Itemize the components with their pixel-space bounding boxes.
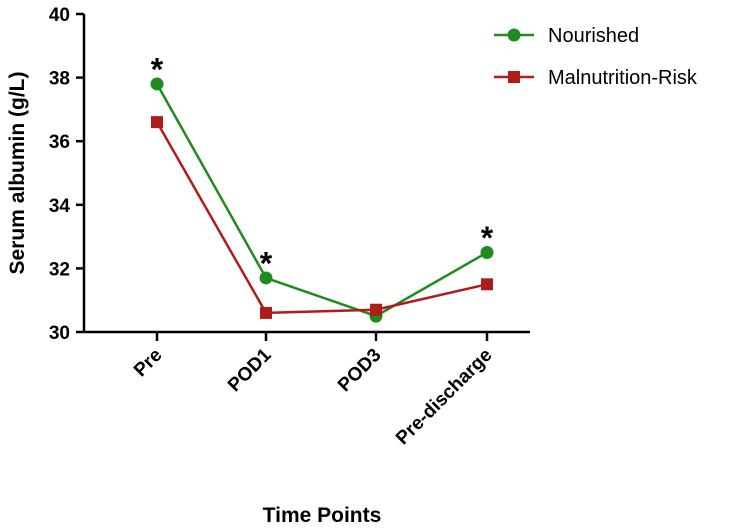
x-tick-label-pre: Pre xyxy=(130,345,167,382)
data-point-nourished-pod1 xyxy=(259,271,273,285)
y-tick-label-30: 30 xyxy=(49,323,70,344)
legend-item-nourished: Nourished xyxy=(494,25,639,47)
annotation-layer: * * * xyxy=(151,52,494,282)
series-layer xyxy=(150,77,494,323)
series-line-nourished xyxy=(155,83,488,318)
significance-marker-pre-discharge: * xyxy=(481,220,494,256)
y-tick-label-32: 32 xyxy=(49,259,70,280)
x-axis-title: Time Points xyxy=(263,504,382,527)
x-tick-label-pod3: POD3 xyxy=(334,345,385,396)
legend-marker-nourished xyxy=(507,28,521,42)
legend-label-nourished: Nourished xyxy=(548,25,639,47)
series-line-malnutrition-risk xyxy=(155,121,488,315)
y-tick-label-38: 38 xyxy=(49,69,70,90)
y-axis: 30 32 34 36 38 40 xyxy=(49,5,86,344)
legend-label-malnutrition-risk: Malnutrition-Risk xyxy=(548,67,698,89)
significance-marker-pod1: * xyxy=(260,246,273,282)
data-point-nourished-pre xyxy=(150,77,164,91)
data-point-malnutrition-risk-pod1 xyxy=(260,306,272,319)
x-tick-label-pod1: POD1 xyxy=(224,344,276,396)
data-point-malnutrition-risk-pre xyxy=(151,116,163,129)
legend-item-malnutrition-risk: Malnutrition-Risk xyxy=(494,67,698,89)
y-axis-title: Serum albumin (g/L) xyxy=(6,71,29,274)
x-axis: Pre POD1 POD3 Pre-discharge xyxy=(84,330,530,449)
y-tick-label-36: 36 xyxy=(49,132,70,153)
data-point-nourished-pre-discharge xyxy=(480,246,494,259)
data-point-malnutrition-risk-pod3 xyxy=(370,303,382,316)
significance-marker-pre: * xyxy=(151,52,164,88)
y-tick-label-34: 34 xyxy=(49,196,71,217)
x-tick-label-pre-discharge: Pre-discharge xyxy=(392,345,496,449)
legend-marker-malnutrition-risk xyxy=(508,71,520,83)
y-tick-label-40: 40 xyxy=(49,5,70,26)
data-point-malnutrition-risk-pre-discharge xyxy=(481,278,493,291)
legend: Nourished Malnutrition-Risk xyxy=(494,25,698,89)
